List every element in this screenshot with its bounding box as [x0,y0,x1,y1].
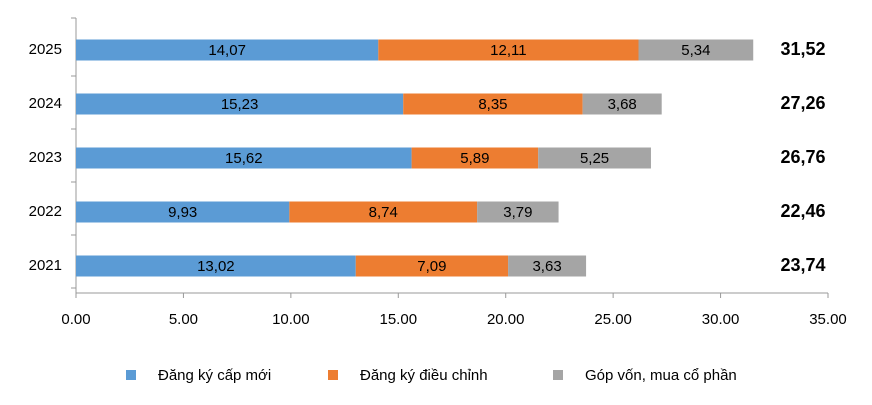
data-label: 8,35 [478,96,507,113]
x-tick-label: 20.00 [487,311,525,328]
bar-segment [538,147,651,169]
x-tick-label: 35.00 [809,311,847,328]
bar-segment [411,147,539,169]
bar-segment [76,39,379,61]
y-tick-label: 2025 [29,41,62,58]
data-label: 5,89 [460,150,489,167]
bar-segment [403,93,583,115]
x-tick-label: 30.00 [702,311,740,328]
data-label: 15,62 [225,150,263,167]
data-label: 15,23 [221,96,259,113]
bar-segment [378,39,639,61]
data-label: 3,68 [608,96,637,113]
data-label: 8,74 [369,204,398,221]
legend-label: Đăng ký cấp mới [158,367,271,384]
total-label: 31,52 [780,39,825,59]
x-tick-label: 10.00 [272,311,310,328]
bar-segment [355,255,509,277]
data-label: 3,79 [503,204,532,221]
data-label: 14,07 [208,42,246,59]
bar-segment [582,93,662,115]
x-tick-label: 15.00 [380,311,418,328]
bar-segment [289,201,478,223]
data-label: 7,09 [417,258,446,275]
bar-segment [76,147,412,169]
y-tick-label: 2023 [29,149,62,166]
x-tick-label: 5.00 [169,311,198,328]
total-label: 22,46 [780,201,825,221]
legend-swatch [126,370,136,380]
data-label: 5,25 [580,150,609,167]
total-label: 23,74 [780,255,825,275]
total-label: 26,76 [780,147,825,167]
y-tick-label: 2024 [29,95,62,112]
legend-swatch [553,370,563,380]
bar-segment [76,255,356,277]
legend-label: Góp vốn, mua cổ phần [585,367,737,384]
bar-segment [638,39,754,61]
data-label: 9,93 [168,204,197,221]
data-label: 12,11 [490,42,526,59]
legend-swatch [328,370,338,380]
data-label: 5,34 [681,42,710,59]
bar-segment [477,201,559,223]
bar-segment [76,93,404,115]
data-label: 13,02 [197,258,235,275]
y-tick-label: 2021 [29,257,62,274]
bar-segment [508,255,587,277]
y-tick-label: 2022 [29,203,62,220]
total-label: 27,26 [780,93,825,113]
legend-label: Đăng ký điều chỉnh [360,367,488,384]
bar-segment [76,201,290,223]
x-tick-label: 25.00 [594,311,632,328]
data-label: 3,63 [532,258,561,275]
x-tick-label: 0.00 [61,311,90,328]
